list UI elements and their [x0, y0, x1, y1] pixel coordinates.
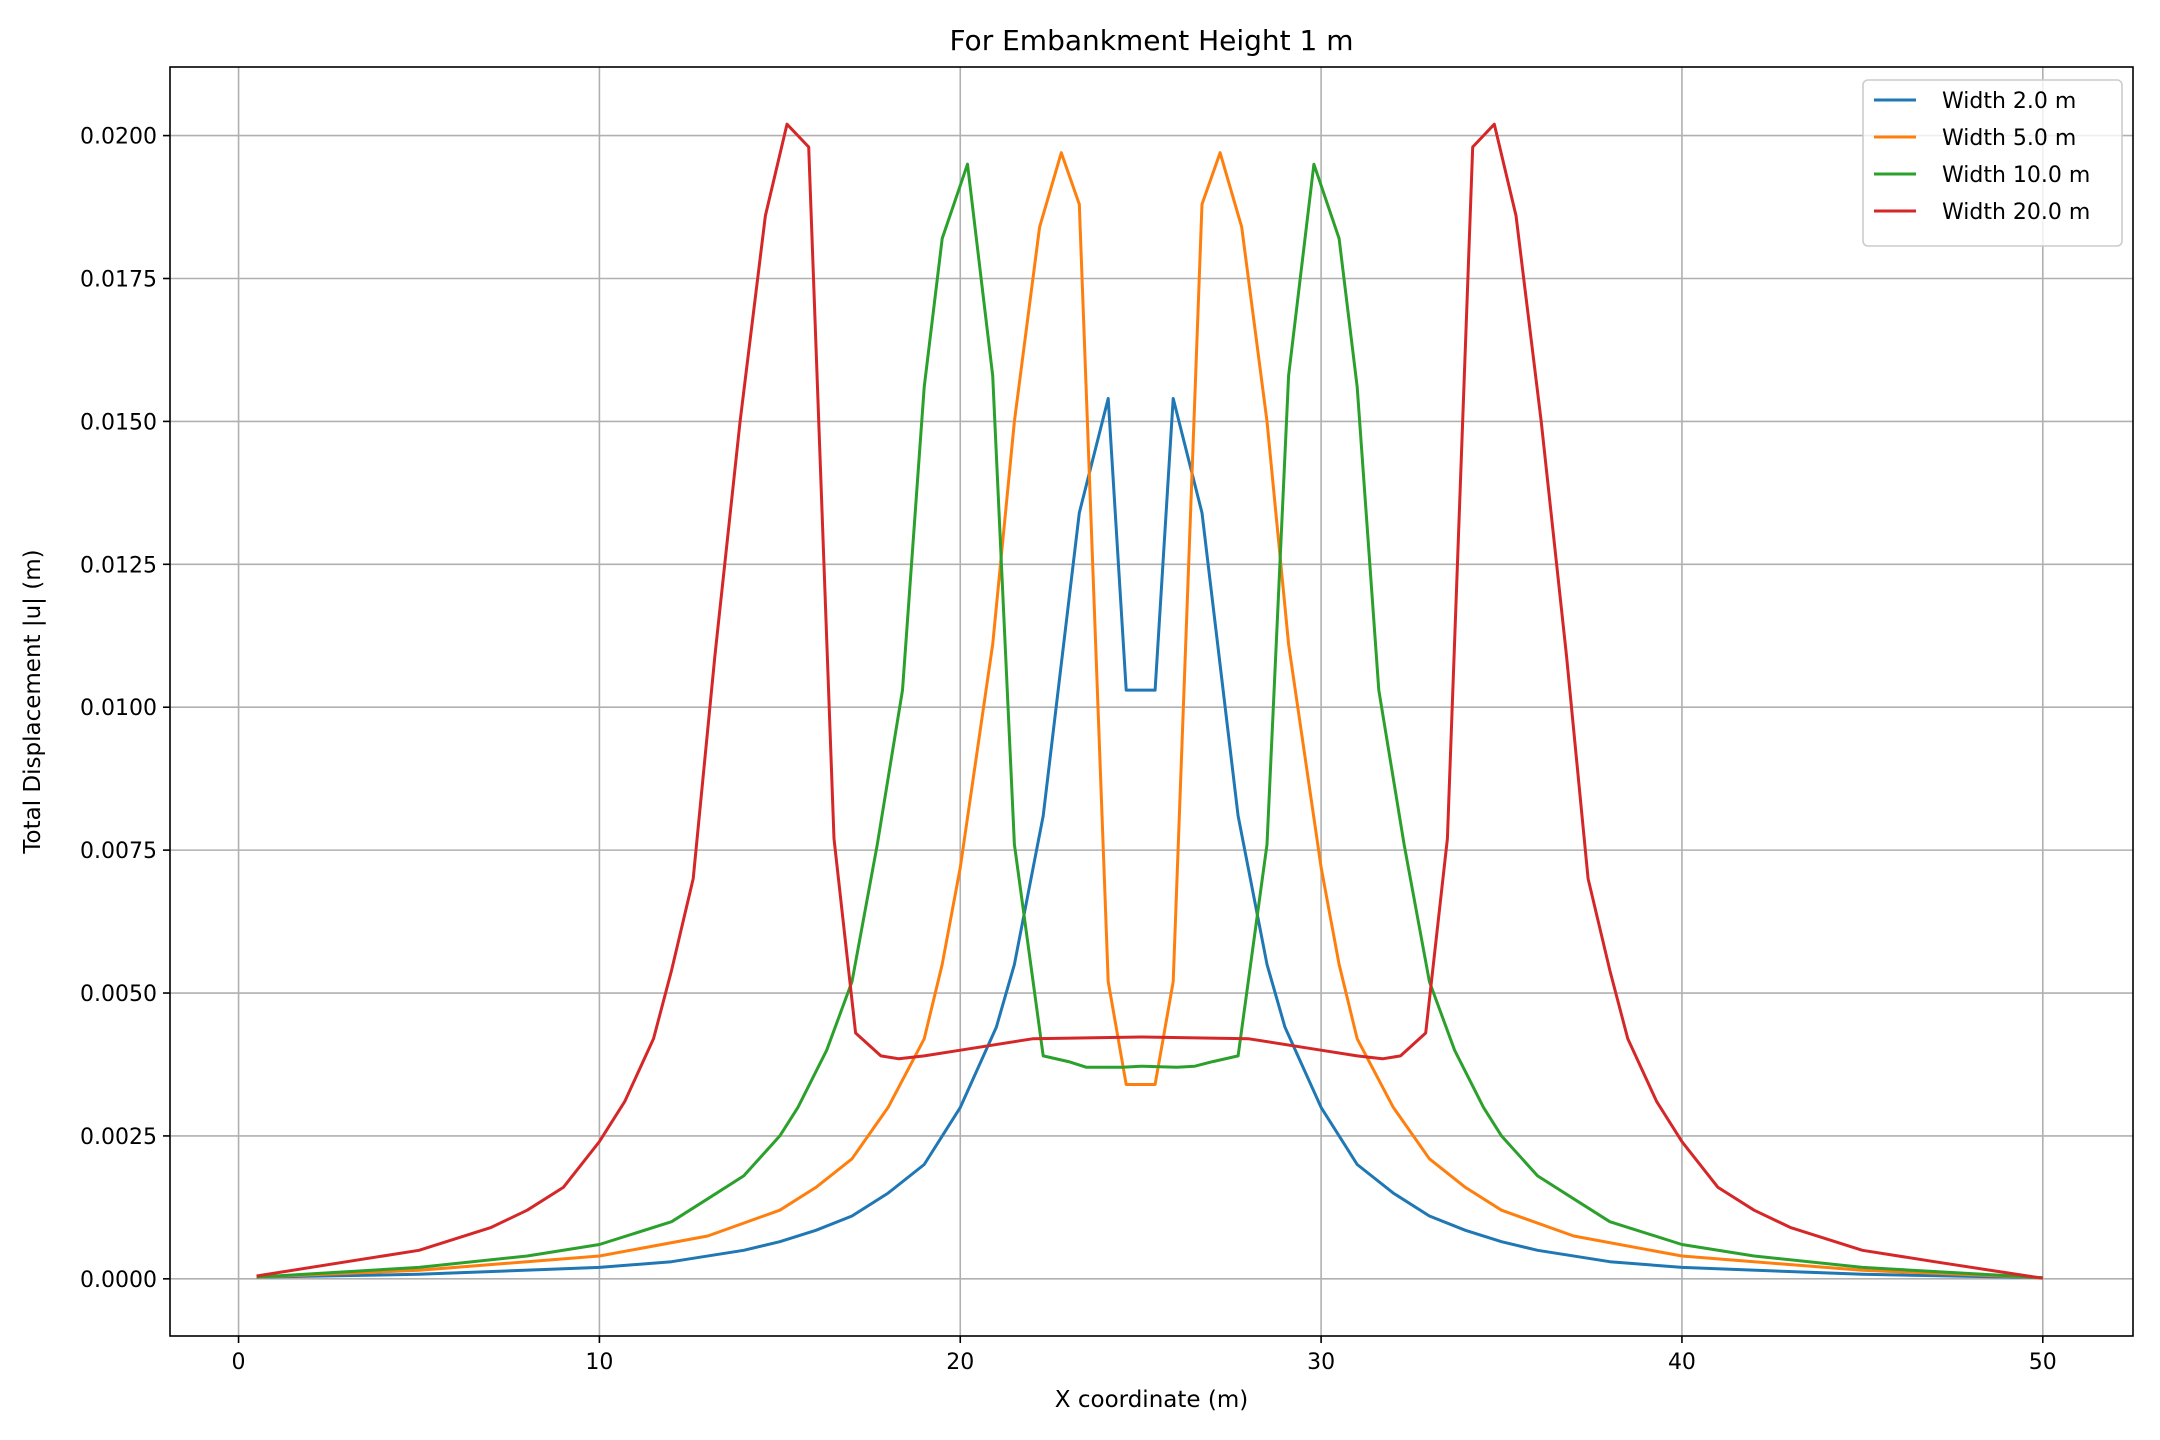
- y-tick-label: 0.0200: [80, 125, 157, 150]
- chart-title: For Embankment Height 1 m: [949, 24, 1353, 57]
- x-tick-label: 20: [946, 1350, 974, 1375]
- y-tick-label: 0.0025: [80, 1125, 157, 1150]
- y-axis-title: Total Displacement |u| (m): [20, 549, 46, 854]
- y-tick-label: 0.0050: [80, 982, 157, 1007]
- x-tick-label: 50: [2029, 1350, 2057, 1375]
- series-line-1: [256, 397, 2043, 1280]
- y-tick-label: 0.0125: [80, 553, 157, 578]
- legend-box: [1862, 79, 2123, 247]
- x-tick-label: 0: [232, 1350, 246, 1375]
- axis-ticks: 0 10 20 30 40 50 0.0000 0.0025 0.0050 0.0075 0.010…: [80, 125, 2057, 1375]
- legend-label: Width 20.0 m: [1942, 200, 2090, 225]
- series-line-2: [256, 151, 2043, 1280]
- series-line-3: [256, 162, 2043, 1280]
- y-tick-label: 0.0150: [80, 410, 157, 435]
- legend-label: Width 5.0 m: [1942, 126, 2076, 151]
- legend-label: Width 2.0 m: [1942, 89, 2076, 114]
- series-lines: [256, 122, 2044, 1280]
- x-tick-label: 10: [585, 1350, 613, 1375]
- y-tick-label: 0.0175: [80, 268, 157, 293]
- series-line-4: [256, 122, 2044, 1280]
- y-tick-label: 0.0000: [80, 1268, 157, 1293]
- legend-label: Width 10.0 m: [1942, 163, 2090, 188]
- y-tick-label: 0.0100: [80, 696, 157, 721]
- x-tick-label: 40: [1668, 1350, 1696, 1375]
- x-tick-label: 30: [1307, 1350, 1335, 1375]
- grid: [170, 67, 2133, 1336]
- x-axis-title: X coordinate (m): [1055, 1387, 1248, 1413]
- legend: Width 2.0 m Width 5.0 m Width 10.0 m Width …: [1862, 79, 2123, 247]
- y-tick-label: 0.0075: [80, 839, 157, 864]
- plot-frame: [169, 66, 2134, 1337]
